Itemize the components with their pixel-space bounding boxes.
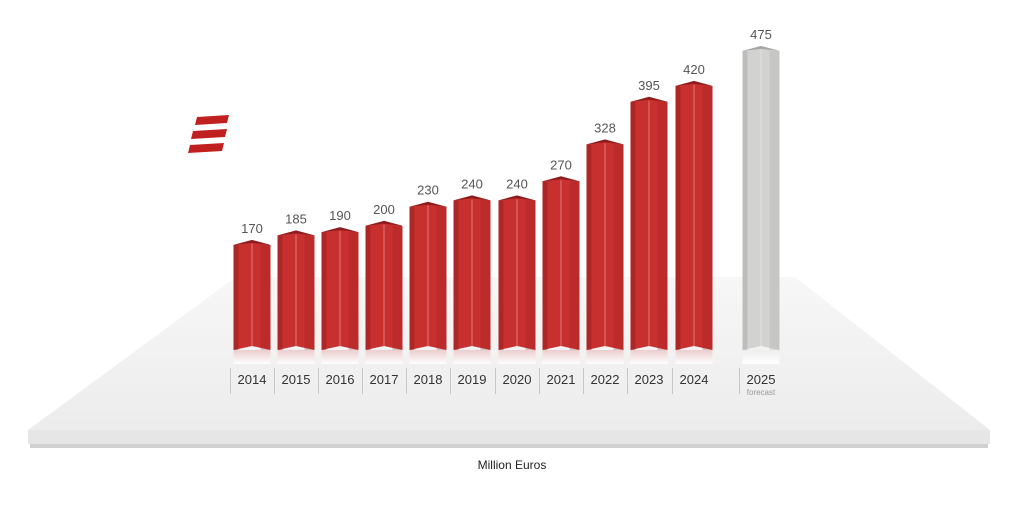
value-label-2021: 270 bbox=[550, 157, 572, 172]
category-label-2019: 2019 bbox=[458, 372, 487, 387]
value-label-2014: 170 bbox=[241, 221, 263, 236]
category-label-2018: 2018 bbox=[414, 372, 443, 387]
category-label-2020: 2020 bbox=[503, 372, 532, 387]
category-label-2014: 2014 bbox=[238, 372, 267, 387]
value-label-2025: 475 bbox=[750, 27, 772, 42]
bar-2022 bbox=[586, 139, 624, 364]
bar-2018 bbox=[409, 201, 447, 364]
value-label-2017: 200 bbox=[373, 202, 395, 217]
bar-2025 bbox=[742, 45, 780, 364]
platform-shadow bbox=[30, 444, 988, 448]
category-label-2017: 2017 bbox=[370, 372, 399, 387]
category-label-2025: 2025 bbox=[747, 372, 776, 387]
bar-2021 bbox=[542, 176, 580, 364]
platform-front-edge bbox=[28, 430, 990, 444]
units-label: Million Euros bbox=[477, 458, 547, 472]
value-label-2018: 230 bbox=[417, 183, 439, 198]
value-label-2020: 240 bbox=[506, 176, 528, 191]
bar-2020 bbox=[498, 195, 536, 364]
category-label-2022: 2022 bbox=[591, 372, 620, 387]
bars-layer bbox=[233, 45, 780, 364]
value-label-2015: 185 bbox=[285, 211, 307, 226]
bar-2016 bbox=[321, 227, 359, 364]
value-label-2016: 190 bbox=[329, 208, 351, 223]
category-label-2021: 2021 bbox=[547, 372, 576, 387]
value-label-2024: 420 bbox=[683, 62, 705, 77]
bar-2019 bbox=[453, 195, 491, 364]
bar-2015 bbox=[277, 230, 315, 364]
value-label-2022: 328 bbox=[594, 120, 616, 135]
value-labels-layer: 170 185 190 200 230 240 240 270 328 395 420 475 bbox=[241, 27, 772, 236]
category-label-2016: 2016 bbox=[326, 372, 355, 387]
category-label-2023: 2023 bbox=[635, 372, 664, 387]
bar-2023 bbox=[630, 96, 668, 364]
category-label-2024: 2024 bbox=[680, 372, 709, 387]
company-logo-icon bbox=[188, 115, 229, 153]
bar-2014 bbox=[233, 239, 271, 364]
value-label-2023: 395 bbox=[638, 78, 660, 93]
value-label-2019: 240 bbox=[461, 176, 483, 191]
forecast-note: forecast bbox=[747, 388, 776, 397]
x-axis-layer: 2014 2015 2016 2017 2018 2019 2020 2021 2022 2023… bbox=[230, 368, 776, 397]
bar-2017 bbox=[365, 220, 403, 364]
category-label-2015: 2015 bbox=[282, 372, 311, 387]
bar-2024 bbox=[675, 80, 713, 364]
